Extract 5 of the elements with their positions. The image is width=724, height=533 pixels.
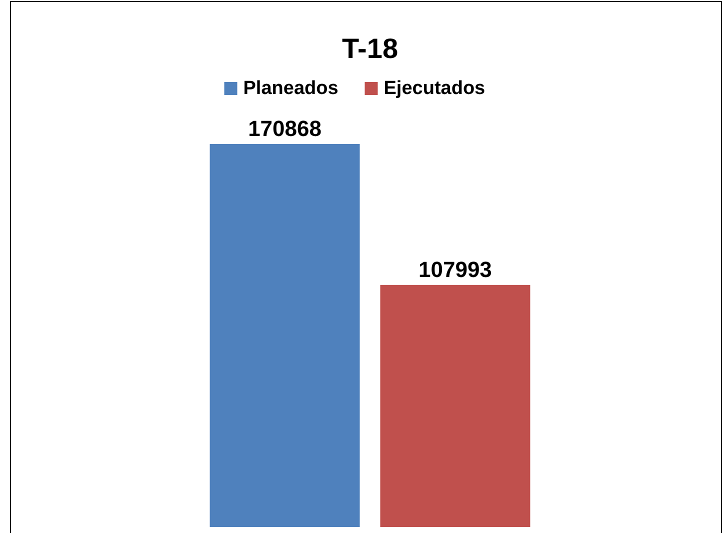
data-label: 107993 — [418, 256, 492, 282]
legend-label: Ejecutados — [384, 78, 486, 99]
data-label: 170868 — [248, 116, 322, 141]
chart-title: T-18 — [342, 33, 398, 64]
legend-label: Planeados — [243, 78, 338, 99]
